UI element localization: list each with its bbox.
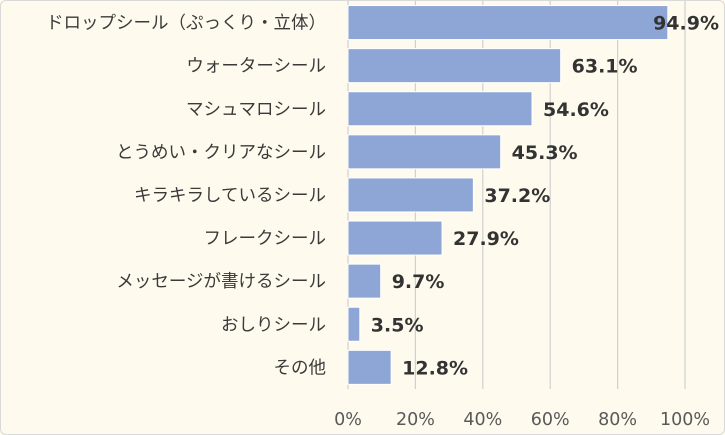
value-label: 63.1% xyxy=(572,56,638,78)
x-tick-label: 20% xyxy=(396,410,435,430)
bar xyxy=(347,5,669,41)
value-label: 9.7% xyxy=(392,271,445,293)
value-label: 37.2% xyxy=(484,185,550,207)
bar xyxy=(347,48,562,84)
value-label: 3.5% xyxy=(371,314,424,336)
bar xyxy=(347,263,382,299)
category-label: メッセージが書けるシール xyxy=(116,272,326,292)
x-tick-label: 80% xyxy=(598,410,637,430)
category-label: マシュマロシール xyxy=(186,100,326,120)
bar xyxy=(347,306,361,342)
category-label: フレークシール xyxy=(204,229,327,249)
x-tick-label: 60% xyxy=(531,410,570,430)
labels: 0% 20% 40% 60% 80% 100% ドロップシール（ぷっくり・立体） 94.9% ウ… xyxy=(46,13,719,430)
x-tick-label: 100% xyxy=(660,410,710,430)
bar xyxy=(347,91,533,127)
category-label: ウォーターシール xyxy=(186,57,326,77)
category-label: とうめい・クリアなシール xyxy=(116,143,326,163)
category-label: おしりシール xyxy=(221,315,326,335)
bar xyxy=(347,220,443,256)
x-tick-label: 40% xyxy=(463,410,502,430)
bar xyxy=(347,349,392,385)
value-label: 54.6% xyxy=(543,99,609,121)
category-label: ドロップシール（ぷっくり・立体） xyxy=(46,14,326,34)
value-label: 12.8% xyxy=(402,357,468,379)
category-label: その他 xyxy=(274,358,327,378)
value-label: 45.3% xyxy=(512,142,578,164)
bar xyxy=(347,177,474,213)
x-tick-label: 0% xyxy=(334,410,362,430)
bars xyxy=(347,5,669,385)
value-label: 94.9% xyxy=(653,13,719,35)
category-label: キラキラしているシール xyxy=(134,186,326,206)
value-label: 27.9% xyxy=(453,228,519,250)
bar xyxy=(347,134,502,170)
